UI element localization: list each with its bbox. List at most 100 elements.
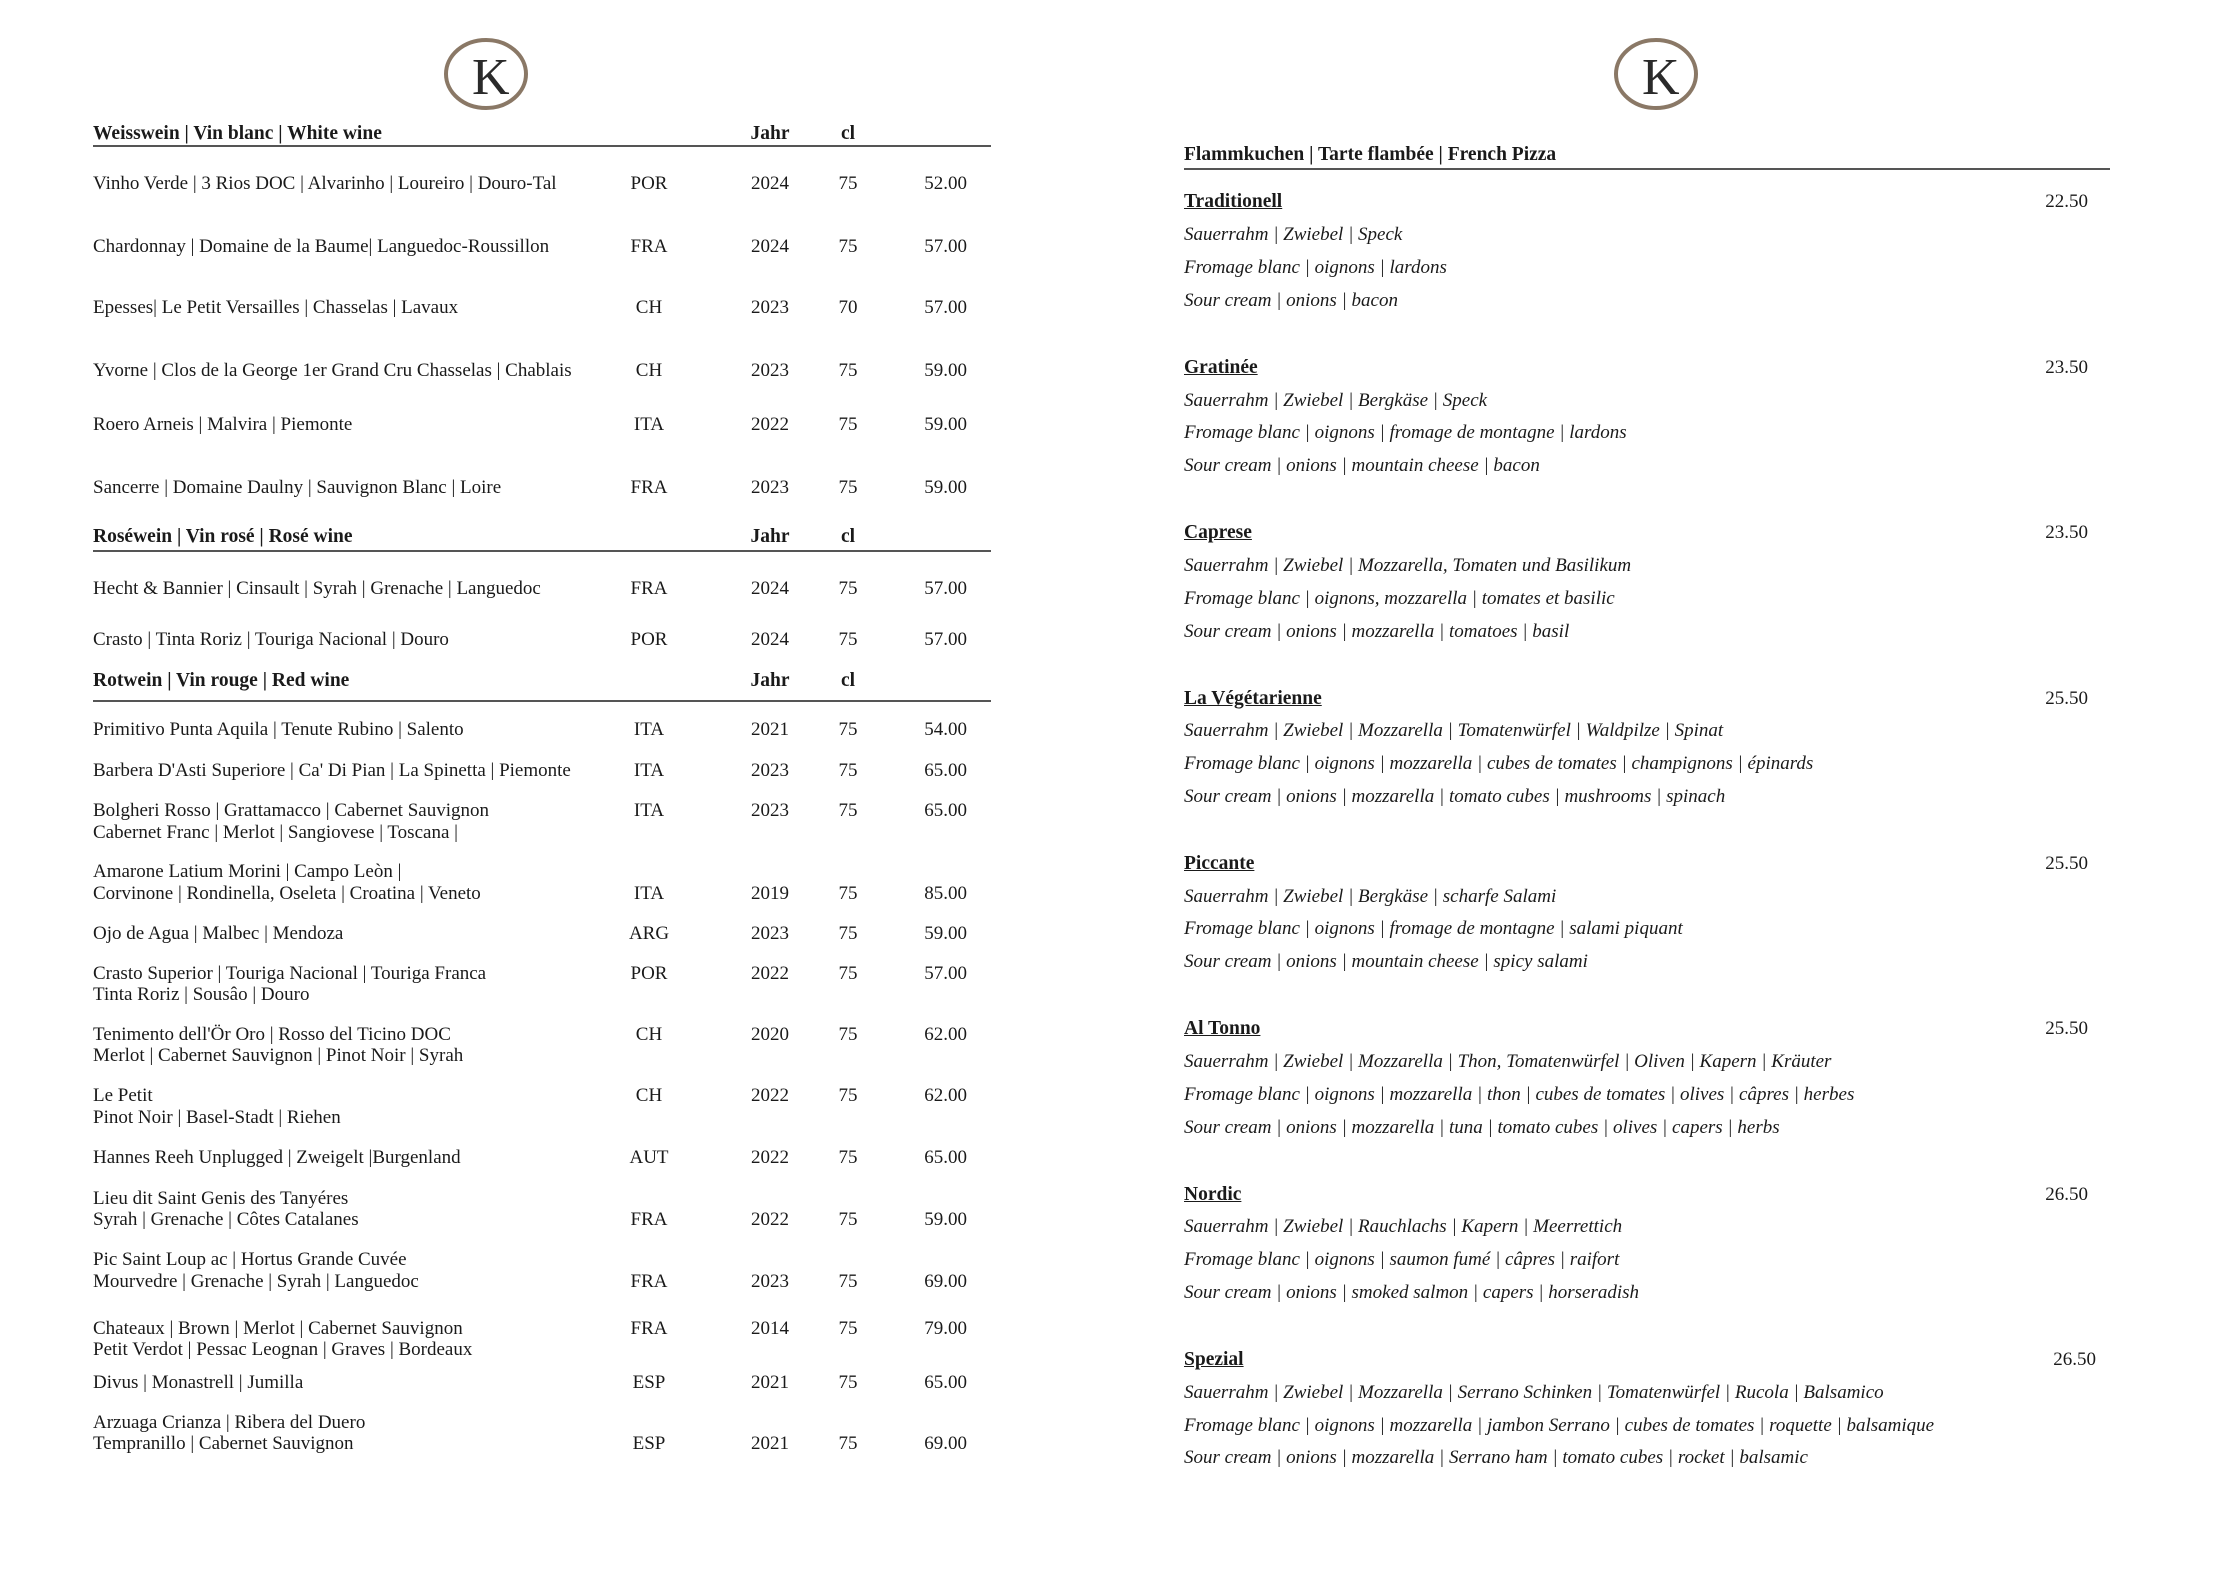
- dish-description: Sauerrahm | Zwiebel | Rauchlachs | Kaper…: [1184, 1216, 1623, 1238]
- logo: K: [1612, 36, 1704, 116]
- divider: [1184, 168, 2110, 171]
- wine-name: Tempranillo | Cabernet Sauvignon: [93, 1433, 354, 1455]
- wine-country: ITA: [633, 413, 665, 435]
- wine-year: 2024: [751, 172, 789, 194]
- dish-name: La Végétarienne: [1184, 687, 1322, 709]
- wine-volume: 75: [838, 882, 858, 904]
- wine-name: Bolgheri Rosso | Grattamacco | Cabernet …: [93, 800, 489, 822]
- dish-price: 22.50: [2045, 191, 2088, 213]
- divider: [93, 699, 991, 702]
- dish-description: Sour cream | onions | mountain cheese | …: [1184, 951, 1588, 973]
- wine-volume: 75: [838, 1085, 858, 1107]
- dish-price: 23.50: [2045, 356, 2088, 378]
- wine-price: 52.00: [924, 172, 967, 194]
- wine-name: Sancerre | Domaine Daulny | Sauvignon Bl…: [93, 476, 502, 498]
- wine-year: 2014: [751, 1317, 789, 1339]
- dish-description: Sauerrahm | Zwiebel | Bergkäse | scharfe…: [1184, 885, 1557, 907]
- wine-price: 59.00: [924, 476, 967, 498]
- wine-price: 65.00: [924, 1146, 967, 1168]
- dish-description: Sauerrahm | Zwiebel | Bergkäse | Speck: [1184, 389, 1488, 411]
- wine-volume: 75: [838, 413, 858, 435]
- wine-volume: 75: [838, 476, 858, 498]
- wine-price: 65.00: [924, 1371, 967, 1393]
- wine-volume: 75: [838, 1317, 858, 1339]
- dish-name: Nordic: [1184, 1183, 1242, 1205]
- wine-year: 2021: [751, 1371, 789, 1393]
- dish-name: Piccante: [1184, 852, 1255, 874]
- wine-name: Ojo de Agua | Malbec | Mendoza: [93, 922, 344, 944]
- dish-description: Fromage blanc | oignons | fromage de mon…: [1184, 918, 1683, 940]
- wine-name: Roero Arneis | Malvira | Piemonte: [93, 413, 353, 435]
- wine-name: Yvorne | Clos de la George 1er Grand Cru…: [93, 359, 572, 381]
- wine-name: Corvinone | Rondinella, Oseleta | Croati…: [93, 882, 481, 904]
- cl-column-header: cl: [840, 670, 856, 692]
- wine-name: Divus | Monastrell | Jumilla: [93, 1371, 304, 1393]
- dish-description: Sour cream | onions | bacon: [1184, 289, 1398, 311]
- dish-description: Sour cream | onions | mozzarella | Serra…: [1184, 1447, 1808, 1469]
- wine-price: 57.00: [924, 629, 967, 651]
- wine-year: 2024: [751, 577, 789, 599]
- dish-description: Fromage blanc | oignons | mozzarella | j…: [1184, 1414, 1935, 1436]
- dish-name: Gratinée: [1184, 356, 1258, 378]
- wine-year: 2022: [751, 962, 789, 984]
- wine-volume: 75: [838, 1371, 858, 1393]
- dish-price: 25.50: [2045, 1018, 2088, 1040]
- wine-name: Tinta Roriz | Sousâo | Douro: [93, 984, 310, 1006]
- wine-year: 2023: [751, 922, 789, 944]
- dish-description: Sauerrahm | Zwiebel | Mozzarella | Serra…: [1184, 1381, 1884, 1403]
- dish-description: Sour cream | onions | mozzarella | tuna …: [1184, 1116, 1780, 1138]
- wine-year: 2023: [751, 760, 789, 782]
- dish-description: Fromage blanc | oignons | mozzarella | t…: [1184, 1083, 1855, 1105]
- wine-year: 2023: [751, 359, 789, 381]
- wine-price: 59.00: [924, 359, 967, 381]
- wine-name: Chateaux | Brown | Merlot | Cabernet Sau…: [93, 1317, 463, 1339]
- divider: [93, 145, 991, 148]
- wine-name: Hecht & Bannier | Cinsault | Syrah | Gre…: [93, 577, 541, 599]
- wine-price: 85.00: [924, 882, 967, 904]
- wine-price: 57.00: [924, 962, 967, 984]
- wine-year: 2024: [751, 629, 789, 651]
- wine-price: 57.00: [924, 296, 967, 318]
- wine-country: POR: [630, 172, 668, 194]
- wine-country: FRA: [630, 1209, 668, 1231]
- flammkuchen-title: Flammkuchen | Tarte flambée | French Piz…: [1184, 144, 1557, 166]
- wine-country: POR: [630, 629, 668, 651]
- wine-year: 2024: [751, 235, 789, 257]
- year-column-header: Jahr: [750, 526, 790, 548]
- wine-section-title: Rotwein | Vin rouge | Red wine: [93, 670, 350, 692]
- wine-volume: 75: [838, 172, 858, 194]
- dish-description: Fromage blanc | oignons | saumon fumé | …: [1184, 1249, 1620, 1271]
- dish-name: Traditionell: [1184, 191, 1283, 213]
- wine-country: FRA: [630, 1317, 668, 1339]
- year-column-header: Jahr: [750, 670, 790, 692]
- svg-text:K: K: [1642, 49, 1680, 106]
- wine-volume: 75: [838, 962, 858, 984]
- wine-year: 2022: [751, 1146, 789, 1168]
- dish-description: Sauerrahm | Zwiebel | Mozzarella, Tomate…: [1184, 554, 1632, 576]
- wine-country: ITA: [633, 718, 665, 740]
- wine-price: 57.00: [924, 577, 967, 599]
- dish-description: Sour cream | onions | smoked salmon | ca…: [1184, 1282, 1640, 1304]
- dish-description: Sauerrahm | Zwiebel | Mozzarella | Tomat…: [1184, 720, 1724, 742]
- wine-name: Mourvedre | Grenache | Syrah | Languedoc: [93, 1270, 419, 1292]
- wine-volume: 75: [838, 800, 858, 822]
- wine-price: 59.00: [924, 413, 967, 435]
- wine-year: 2022: [751, 1209, 789, 1231]
- wine-country: AUT: [629, 1146, 669, 1168]
- wine-name: Crasto Superior | Touriga Nacional | Tou…: [93, 962, 487, 984]
- wine-year: 2021: [751, 1433, 789, 1455]
- wine-year: 2023: [751, 476, 789, 498]
- wine-volume: 75: [838, 1023, 858, 1045]
- dish-description: Sour cream | onions | mozzarella | tomat…: [1184, 620, 1570, 642]
- wine-country: CH: [635, 1085, 663, 1107]
- wine-country: FRA: [630, 1270, 668, 1292]
- wine-price: 57.00: [924, 235, 967, 257]
- wine-volume: 75: [838, 1270, 858, 1292]
- wine-name: Syrah | Grenache | Côtes Catalanes: [93, 1209, 359, 1231]
- dish-price: 26.50: [2053, 1349, 2096, 1371]
- dish-description: Sour cream | onions | mountain cheese | …: [1184, 455, 1540, 477]
- dish-name: Caprese: [1184, 522, 1252, 544]
- wine-name: Merlot | Cabernet Sauvignon | Pinot Noir…: [93, 1045, 464, 1067]
- wine-price: 65.00: [924, 800, 967, 822]
- wine-country: ESP: [632, 1433, 666, 1455]
